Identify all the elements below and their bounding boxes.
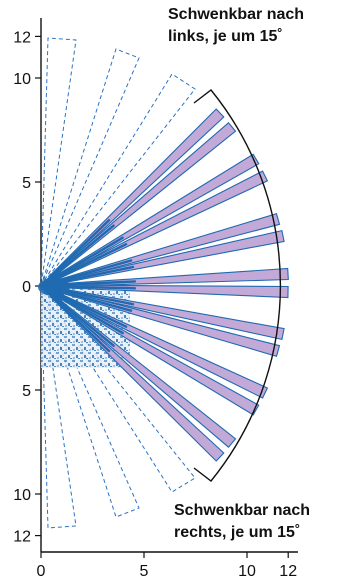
y-tick-label: 12 [13,529,31,546]
caption-left-line2: links, je um 15˚ [168,28,283,45]
swivel-zone-up-1 [40,37,77,287]
swivel-zone-down-3 [40,285,196,493]
swivel-zone-down-1 [40,285,77,529]
range-boundary-arc [193,89,282,482]
caption-swivel-left: Schwenkbar nach links, je um 15˚ [168,4,304,48]
y-tick-label: 12 [13,29,31,46]
dashed-swivel-zones [40,37,196,529]
caption-right-line2: rechts, je um 15˚ [174,524,301,541]
swivel-zone-up-2 [40,48,140,287]
caption-left-line1: Schwenkbar nach [168,6,305,23]
x-tick-label: 5 [140,563,149,580]
x-axis-ticks: 0 5 10 12 [37,552,297,580]
sensor-origin [38,278,70,296]
beam-core-14 [39,284,111,353]
y-tick-label: 0 [22,279,31,296]
y-tick-label: 5 [22,175,31,192]
swivel-zone-up-3 [40,73,196,287]
y-axis-ticks: 12 10 5 0 5 10 12 [13,29,41,546]
caption-swivel-right: Schwenkbar nach rechts, je um 15˚ [174,500,310,544]
x-tick-label: 0 [37,563,46,580]
y-tick-label: 10 [13,71,31,88]
swivel-zone-down-2 [40,285,140,518]
beam-core-2 [39,224,115,288]
x-tick-label: 12 [279,563,297,580]
y-tick-label: 10 [13,487,31,504]
y-tick-label: 5 [22,383,31,400]
x-tick-label: 10 [238,563,256,580]
beam-fingers [39,108,289,462]
caption-right-line1: Schwenkbar nach [174,502,311,519]
